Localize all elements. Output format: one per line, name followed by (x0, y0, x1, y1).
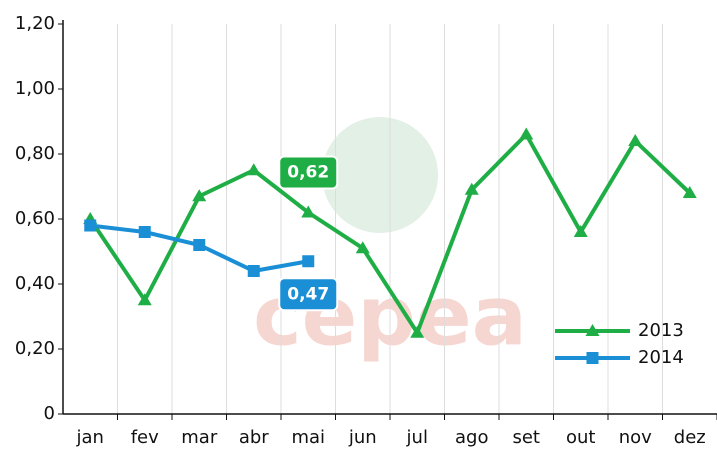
y-tick-label: 1,20 (15, 13, 55, 34)
y-tick-label: 0,20 (15, 338, 55, 359)
point (628, 134, 643, 146)
series-line (88, 131, 692, 338)
x-tick-label: ago (455, 427, 488, 448)
point (246, 163, 261, 176)
value-label: 0,62 (287, 163, 329, 183)
point (302, 255, 315, 268)
x-tick-label: out (566, 427, 595, 448)
x-tick-label: set (512, 427, 540, 448)
x-tick-label: abr (239, 427, 269, 448)
x-tick-label: mai (291, 427, 325, 448)
point (519, 127, 534, 140)
legend-marker (585, 324, 600, 336)
x-tick-label: dez (674, 427, 706, 448)
x-tick-label: mar (181, 427, 218, 448)
x-tick-label: fev (131, 427, 159, 448)
value-label-box (278, 277, 339, 312)
y-tick-label: 1,00 (15, 78, 55, 99)
point (682, 186, 697, 198)
point (84, 219, 97, 232)
point (137, 293, 152, 306)
legend-label: 2013 (638, 320, 684, 341)
y-tick-label: 0,40 (15, 273, 55, 294)
legend-label: 2014 (638, 347, 684, 368)
y-tick-label: 0,60 (15, 208, 55, 229)
x-tick-label: jul (406, 427, 428, 448)
point (573, 225, 588, 237)
y-tick-label: 0,80 (15, 143, 55, 164)
point (193, 239, 206, 251)
point (301, 205, 316, 218)
point (410, 325, 425, 338)
value-label: 0,47 (287, 284, 329, 304)
y-tick-label: 0 (44, 403, 55, 424)
point (355, 241, 370, 254)
point (464, 182, 479, 195)
point (247, 265, 260, 277)
legend-marker (586, 352, 599, 364)
x-tick-label: jun (348, 427, 377, 448)
watermark-globe (322, 117, 438, 233)
point (192, 189, 207, 202)
x-tick-label: nov (619, 427, 652, 448)
point (138, 226, 151, 238)
value-label-box (278, 155, 339, 190)
x-tick-label: jan (76, 427, 104, 448)
